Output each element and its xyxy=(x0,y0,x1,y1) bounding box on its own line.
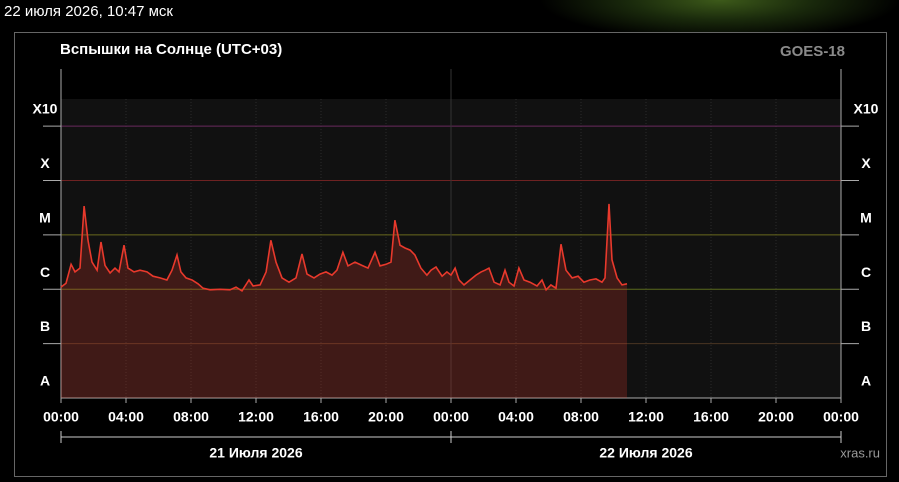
y-tick-label: X xyxy=(40,155,50,171)
y-tick-label: A xyxy=(861,373,871,389)
y-tick-label: X10 xyxy=(854,101,879,117)
y-tick-label: M xyxy=(39,209,51,225)
x-tick-label: 12:00 xyxy=(628,409,664,425)
x-tick-label: 16:00 xyxy=(693,409,729,425)
group-label: 21 Июля 2026 xyxy=(209,445,302,461)
y-tick-label: C xyxy=(861,264,871,280)
x-tick-label: 08:00 xyxy=(173,409,209,425)
source-label: GOES-18 xyxy=(780,43,845,60)
x-tick-label: 20:00 xyxy=(758,409,794,425)
y-tick-label: X xyxy=(861,155,871,171)
x-tick-label: 16:00 xyxy=(303,409,339,425)
timestamp: 22 июля 2026, 10:47 мск xyxy=(4,3,173,20)
chart-title: Вспышки на Солнце (UTC+03) xyxy=(60,41,282,58)
y-tick-label: B xyxy=(40,318,50,334)
x-tick-label: 00:00 xyxy=(43,409,79,425)
flux-line xyxy=(60,203,628,293)
x-tick-label: 00:00 xyxy=(433,409,469,425)
credit: xras.ru xyxy=(840,445,880,460)
y-tick-label: C xyxy=(40,264,50,280)
x-tick-label: 00:00 xyxy=(823,409,859,425)
flux-area xyxy=(61,203,627,398)
x-tick-label: 04:00 xyxy=(108,409,144,425)
x-tick-label: 04:00 xyxy=(498,409,534,425)
y-tick-label: M xyxy=(860,209,872,225)
x-tick-label: 08:00 xyxy=(563,409,599,425)
y-tick-label: X10 xyxy=(33,101,58,117)
x-tick-label: 12:00 xyxy=(238,409,274,425)
group-label: 22 Июля 2026 xyxy=(599,445,692,461)
y-tick-label: B xyxy=(861,318,871,334)
x-tick-label: 20:00 xyxy=(368,409,404,425)
y-tick-label: A xyxy=(40,373,50,389)
